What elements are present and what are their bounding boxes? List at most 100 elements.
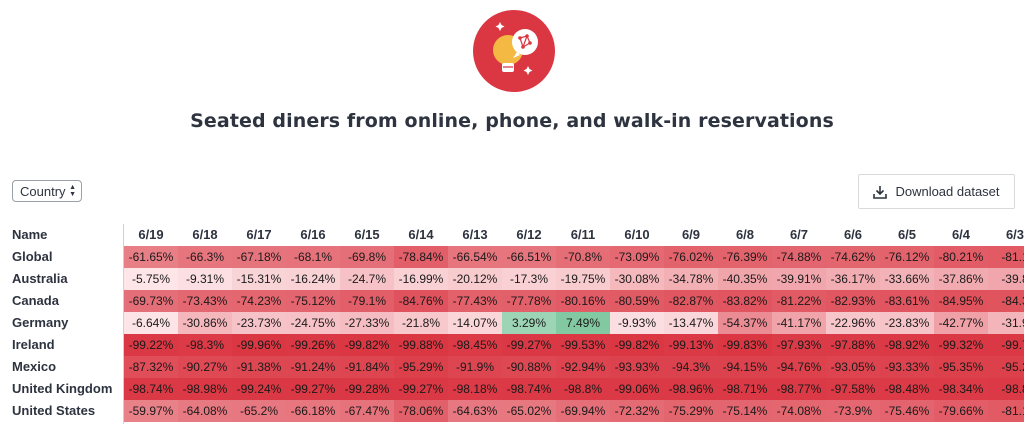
table-cell: 7.49% [556,312,610,334]
table-cell: -22.96% [826,312,880,334]
table-cell: -81.1 [988,400,1024,422]
table-cell: -99.53% [556,334,610,356]
table-cell: -66.18% [286,400,340,422]
table-cell: -74.23% [232,290,286,312]
download-icon [873,185,888,199]
table-cell: -97.93% [772,334,826,356]
table-cell: -54.37% [718,312,772,334]
date-header: 6/19 [138,227,164,242]
table-cell: -99.82% [340,334,394,356]
table-cell: -90.88% [502,356,556,378]
row-name: Ireland [12,337,55,352]
row-name: United Kingdom [12,381,113,396]
table-cell: -82.93% [826,290,880,312]
row-name: Canada [12,293,59,308]
table-cell: -31.9 [988,312,1024,334]
table-cell: -90.27% [178,356,232,378]
table-cell: -40.35% [718,268,772,290]
table-cell: -16.99% [394,268,448,290]
table-cell: -72.32% [610,400,664,422]
table-cell: -13.47% [664,312,718,334]
table-cell: -78.84% [394,246,448,268]
date-header: 6/13 [462,227,488,242]
table-cell: -9.31% [178,268,232,290]
table-row: -69.73% -73.43% -74.23% -75.12% -79.1% -84.76… [124,290,1024,312]
table-cell: -73.43% [178,290,232,312]
date-header: 6/17 [246,227,272,242]
table-cell: -73.09% [610,246,664,268]
date-header: 6/11 [570,227,596,242]
table-cell: -95.29% [394,356,448,378]
table-cell: -77.78% [502,290,556,312]
row-name: Mexico [12,359,57,374]
table-cell: -24.75% [286,312,340,334]
table-cell: -93.93% [610,356,664,378]
table-cell: -82.87% [664,290,718,312]
table-cell: -98.92% [880,334,934,356]
table-cell: -69.94% [556,400,610,422]
date-header: 6/10 [624,227,650,242]
table-cell: -99.27% [502,334,556,356]
table-cell: -79.66% [934,400,988,422]
table-cell: -98.77% [772,378,826,400]
download-label: Download dataset [895,184,1000,199]
table-cell: -23.83% [880,312,934,334]
row-name: Australia [12,271,68,286]
column-divider [123,224,124,424]
select-value: Country [20,183,66,199]
table-cell: -39.8 [988,268,1024,290]
table-cell: -61.65% [124,246,178,268]
row-name: Global [12,249,53,264]
table-cell: -65.2% [232,400,286,422]
table-cell: -83.61% [880,290,934,312]
table-cell: -75.12% [286,290,340,312]
table-cell: -99.27% [394,378,448,400]
country-select[interactable]: Country ▲ ▼ [12,180,82,202]
table-cell: -65.02% [502,400,556,422]
table-cell: -84.95% [934,290,988,312]
table-cell: -95.2 [988,356,1024,378]
table-row: -59.97% -64.08% -65.2% -66.18% -67.47% -78.06… [124,400,1024,422]
table-cell: -98.96% [664,378,718,400]
table-cell: -98.48% [880,378,934,400]
table-cell: -93.05% [826,356,880,378]
table-cell: -74.08% [772,400,826,422]
table-row: -61.65% -66.3% -67.18% -68.1% -69.8% -78.84% -… [124,246,1024,268]
table-cell: -80.59% [610,290,664,312]
table-cell: -99.88% [394,334,448,356]
table-cell: -66.3% [178,246,232,268]
table-cell: -98.8 [988,378,1024,400]
table-cell: -94.76% [772,356,826,378]
table-cell: -16.24% [286,268,340,290]
download-dataset-button[interactable]: Download dataset [858,174,1015,209]
table-cell: -34.78% [664,268,718,290]
date-header: 6/16 [300,227,326,242]
table-cell: -15.31% [232,268,286,290]
table-cell: -69.8% [340,246,394,268]
table-cell: -98.74% [502,378,556,400]
table-cell: -78.06% [394,400,448,422]
table-cell: -19.75% [556,268,610,290]
table-cell: -64.63% [448,400,502,422]
table-cell: -67.18% [232,246,286,268]
table-cell: -81.22% [772,290,826,312]
table-cell: -98.45% [448,334,502,356]
table-cell: -94.15% [718,356,772,378]
table-cell: -69.73% [124,290,178,312]
table-cell: -99.27% [286,378,340,400]
table-cell: -74.62% [826,246,880,268]
table-cell: -79.1% [340,290,394,312]
table-cell: -21.8% [394,312,448,334]
table-cell: -98.8% [556,378,610,400]
select-arrows-icon: ▲ ▼ [69,184,76,198]
table-cell: -14.07% [448,312,502,334]
table-cell: -20.12% [448,268,502,290]
table-cell: -98.98% [178,378,232,400]
date-header: 6/5 [897,227,917,242]
table-row: -87.32% -90.27% -91.38% -91.24% -91.84% -95.2… [124,356,1024,378]
table-cell: -99.7 [988,334,1024,356]
table-cell: -75.14% [718,400,772,422]
table-cell: -42.77% [934,312,988,334]
table-cell: -80.16% [556,290,610,312]
table-cell: -84.3 [988,290,1024,312]
